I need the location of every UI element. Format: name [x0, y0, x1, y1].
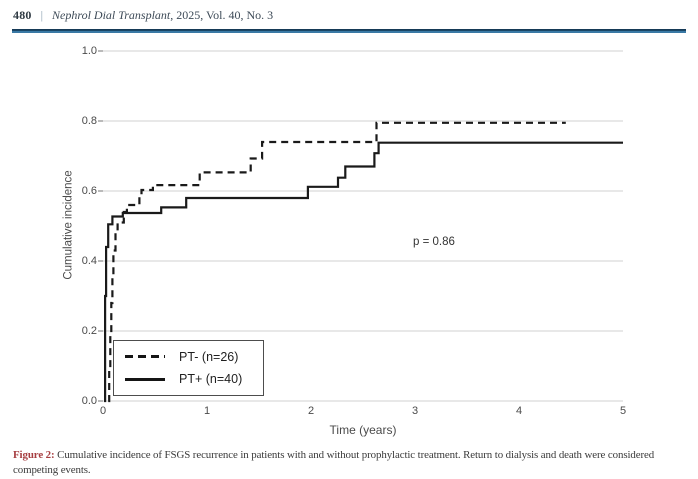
- journal-name: Nephrol Dial Transplant: [52, 7, 171, 22]
- figure-caption-label: Figure 2:: [13, 449, 55, 461]
- dashed-line-sample: [125, 355, 165, 359]
- legend-label-pt-plus: PT+ (n=40): [179, 372, 243, 387]
- x-tick-label: 2: [307, 405, 315, 417]
- legend: PT- (n=26) PT+ (n=40): [113, 340, 264, 396]
- y-axis-title: Cumulative incidence: [62, 170, 75, 280]
- legend-entry-pt-plus: PT+ (n=40): [114, 372, 263, 386]
- x-tick-label: 5: [619, 405, 627, 417]
- p-value-annotation: p = 0.86: [413, 236, 455, 248]
- y-tick-label: 0.6: [81, 184, 97, 197]
- y-tick-label: 0.2: [81, 324, 97, 337]
- x-axis-title: Time (years): [329, 423, 397, 437]
- cumulative-incidence-chart: [98, 50, 623, 403]
- x-tick-label: 0: [99, 405, 107, 417]
- y-tick-label: 0.4: [81, 254, 97, 267]
- solid-line-sample: [125, 377, 165, 381]
- page-number: 480: [13, 7, 32, 22]
- x-tick-label: 4: [515, 405, 523, 417]
- y-tick-label: 0.8: [81, 114, 97, 127]
- journal-citation: Nephrol Dial Transplant, 2025, Vol. 40, …: [52, 8, 273, 23]
- x-tick-label: 1: [203, 405, 211, 417]
- legend-entry-pt-minus: PT- (n=26): [114, 350, 263, 364]
- x-tick-label: 3: [411, 405, 419, 417]
- legend-label-pt-minus: PT- (n=26): [179, 349, 239, 364]
- figure-caption: Figure 2: Cumulative incidence of FSGS r…: [13, 448, 691, 479]
- journal-header: 480 | Nephrol Dial Transplant, 2025, Vol…: [13, 6, 685, 24]
- y-tick-label: 1.0: [81, 44, 97, 57]
- curve-pt-plus: [104, 141, 623, 403]
- figure-caption-text: Cumulative incidence of FSGS recurrence …: [13, 449, 655, 477]
- journal-issue-info: , 2025, Vol. 40, No. 3: [170, 7, 274, 22]
- y-tick-label: 0.0: [81, 394, 97, 407]
- header-rule: [12, 29, 686, 33]
- header-divider: |: [40, 7, 44, 22]
